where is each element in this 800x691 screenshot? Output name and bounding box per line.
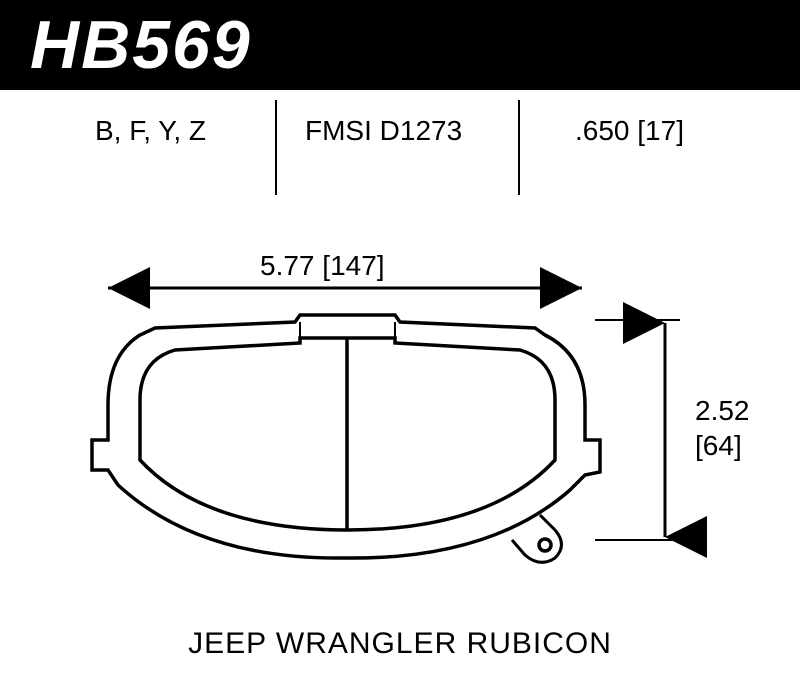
width-in: 5.77 xyxy=(260,250,315,281)
pad-inner xyxy=(140,338,555,530)
height-mm-label: [64] xyxy=(695,430,742,462)
spec-thickness: .650 [17] xyxy=(575,115,684,147)
spec-fmsi: FMSI D1273 xyxy=(305,115,462,147)
height-in-label: 2.52 xyxy=(695,395,750,427)
divider-1 xyxy=(275,100,277,195)
spec-compounds: B, F, Y, Z xyxy=(95,115,206,147)
width-bracket: [ xyxy=(322,250,330,281)
width-mm: 147 xyxy=(330,250,377,281)
width-dim-label: 5.77 [147] xyxy=(260,250,385,282)
wear-clip-icon xyxy=(512,515,562,562)
footer-label: JEEP WRANGLER RUBICON xyxy=(0,627,800,661)
pad-outer xyxy=(92,315,600,558)
dimension-overlay xyxy=(0,0,800,691)
part-number: HB569 xyxy=(30,6,252,84)
spec-row: B, F, Y, Z FMSI D1273 .650 [17] xyxy=(0,115,800,195)
header-bar: HB569 xyxy=(0,0,800,90)
brake-pad-diagram xyxy=(0,0,800,691)
divider-2 xyxy=(518,100,520,195)
